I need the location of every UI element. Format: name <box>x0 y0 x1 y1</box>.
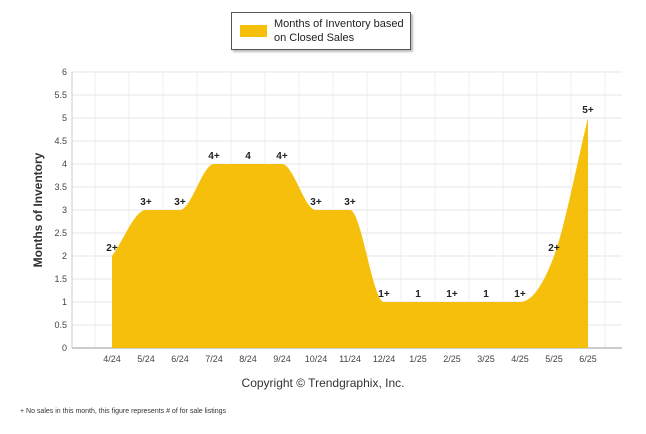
x-tick-label: 3/25 <box>477 354 495 364</box>
data-label: 3+ <box>310 197 322 208</box>
area-series <box>112 118 588 348</box>
x-tick-label: 4/25 <box>511 354 529 364</box>
y-tick-label: 5.5 <box>54 90 67 100</box>
y-tick-label: 2 <box>62 251 67 261</box>
x-tick-label: 9/24 <box>273 354 291 364</box>
x-tick-label: 5/25 <box>545 354 563 364</box>
copyright-text: Copyright © Trendgraphix, Inc. <box>241 376 405 390</box>
legend-swatch <box>240 25 267 37</box>
y-tick-label: 2.5 <box>54 228 67 238</box>
data-label: 3+ <box>140 197 152 208</box>
data-label: 1 <box>483 289 489 300</box>
data-label: 3+ <box>174 197 186 208</box>
y-tick-label: 6 <box>62 67 67 77</box>
y-axis-label: Months of Inventory <box>31 152 45 267</box>
y-tick-label: 1 <box>62 297 67 307</box>
area-fill <box>112 118 588 348</box>
y-tick-label: 0 <box>62 343 67 353</box>
data-label: 4+ <box>208 151 220 162</box>
data-label: 2+ <box>106 243 118 254</box>
x-tick-label: 10/24 <box>305 354 328 364</box>
legend-label: Months of Inventory based on Closed Sale… <box>274 18 404 44</box>
data-label: 2+ <box>548 243 560 254</box>
data-label: 4 <box>245 151 251 162</box>
legend: Months of Inventory based on Closed Sale… <box>231 12 411 50</box>
data-labels: 2+ 3+ 3+ 4+ 4 4+ 3+ 3+ 1+ 1 1+ 1 1+ 2+ 5+ <box>106 105 594 300</box>
x-tick-label: 12/24 <box>373 354 396 364</box>
data-label: 1+ <box>446 289 458 300</box>
x-tick-label: 11/24 <box>339 354 361 364</box>
data-label: 1 <box>415 289 421 300</box>
y-tick-label: 3.5 <box>54 182 67 192</box>
y-tick-label: 4.5 <box>54 136 67 146</box>
x-tick-label: 2/25 <box>443 354 461 364</box>
y-axis-ticks: 0 0.5 1 1.5 2 2.5 3 3.5 4 4.5 5 5.5 6 <box>54 67 67 353</box>
footnote: + No sales in this month, this figure re… <box>20 408 227 415</box>
x-axis-ticks: 4/24 5/24 6/24 7/24 8/24 9/24 10/24 11/24 12/24 1… <box>103 354 597 364</box>
x-tick-label: 6/24 <box>171 354 189 364</box>
x-tick-label: 4/24 <box>103 354 121 364</box>
x-tick-label: 5/24 <box>137 354 155 364</box>
data-label: 3+ <box>344 197 356 208</box>
data-label: 1+ <box>514 289 526 300</box>
x-tick-label: 8/24 <box>239 354 257 364</box>
y-tick-label: 3 <box>62 205 67 215</box>
y-tick-label: 0.5 <box>54 320 67 330</box>
data-label: 5+ <box>582 105 594 116</box>
y-tick-label: 5 <box>62 113 67 123</box>
y-tick-label: 4 <box>62 159 67 169</box>
data-label: 1+ <box>378 289 390 300</box>
x-tick-label: 7/24 <box>205 354 223 364</box>
y-tick-label: 1.5 <box>54 274 67 284</box>
data-label: 4+ <box>276 151 288 162</box>
x-tick-label: 6/25 <box>579 354 597 364</box>
x-tick-label: 1/25 <box>409 354 427 364</box>
